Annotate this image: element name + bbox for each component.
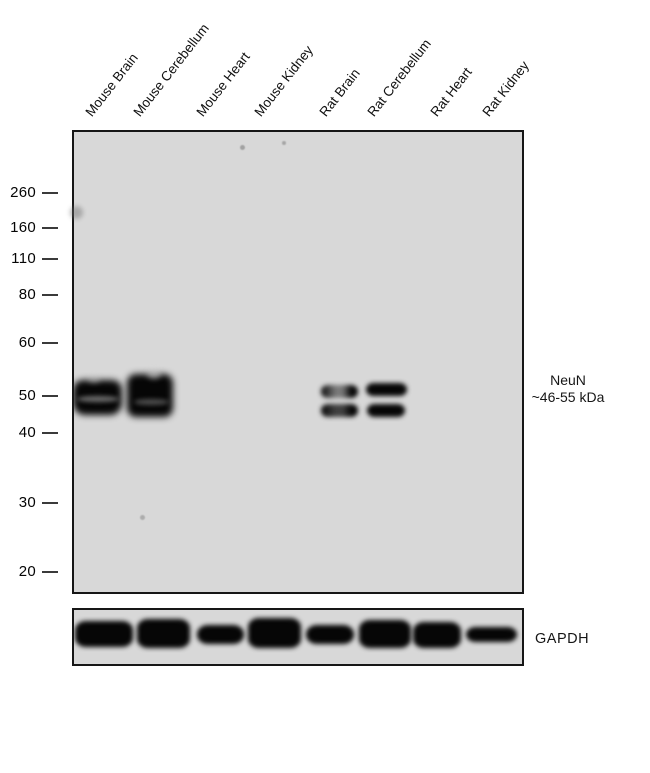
film-speck — [140, 515, 145, 520]
neun-band — [77, 396, 119, 402]
mw-marker-tick — [42, 227, 58, 229]
film-speck — [282, 141, 286, 145]
mw-marker-tick — [42, 258, 58, 260]
mw-marker-tick — [42, 294, 58, 296]
film-smudge — [70, 206, 83, 219]
gapdh-band — [197, 625, 244, 644]
neun-band — [366, 383, 407, 396]
neun-band — [88, 376, 100, 383]
lane-label: Mouse Kidney — [251, 42, 316, 120]
lane-label: Rat Cerebellum — [364, 36, 434, 120]
neun-band — [134, 399, 169, 405]
film-speck — [240, 145, 245, 150]
mw-marker-tick — [42, 432, 58, 434]
lane-label: Rat Kidney — [479, 58, 532, 120]
neun-band — [147, 369, 161, 379]
gapdh-band — [306, 625, 354, 644]
lane-label: Mouse Heart — [193, 49, 253, 120]
neun-blot-panel — [72, 130, 524, 594]
gapdh-band — [137, 619, 190, 648]
mw-marker-tick — [42, 571, 58, 573]
mw-marker-tick — [42, 192, 58, 194]
neun-annotation-mw-range: ~46-55 kDa — [531, 389, 605, 405]
mw-marker-label: 60 — [18, 334, 36, 351]
mw-marker-label: 30 — [18, 494, 36, 511]
lane-label: Rat Brain — [316, 65, 363, 120]
mw-marker-label: 110 — [11, 250, 36, 267]
gapdh-label: GAPDH — [535, 631, 590, 647]
gapdh-band — [413, 622, 461, 648]
gapdh-band — [248, 618, 301, 648]
mw-marker-label: 260 — [10, 184, 36, 201]
gapdh-band — [75, 621, 133, 647]
gapdh-band — [466, 627, 517, 642]
neun-annotation-name: NeuN — [550, 372, 586, 388]
neun-band — [321, 404, 358, 417]
mw-marker-label: 80 — [18, 286, 36, 303]
gapdh-band — [359, 620, 411, 648]
mw-marker-label: 40 — [18, 424, 36, 441]
gapdh-blot-panel — [72, 608, 524, 666]
mw-marker-label: 20 — [18, 563, 36, 580]
neun-band — [321, 385, 358, 398]
lane-label: Rat Heart — [427, 64, 475, 120]
mw-marker-tick — [42, 502, 58, 504]
mw-marker-label: 50 — [18, 387, 36, 404]
mw-marker-tick — [42, 395, 58, 397]
mw-marker-label: 160 — [10, 219, 36, 236]
mw-marker-tick — [42, 342, 58, 344]
neun-band — [127, 374, 173, 417]
neun-annotation: NeuN ~46-55 kDa — [523, 372, 613, 406]
neun-band — [367, 404, 405, 417]
